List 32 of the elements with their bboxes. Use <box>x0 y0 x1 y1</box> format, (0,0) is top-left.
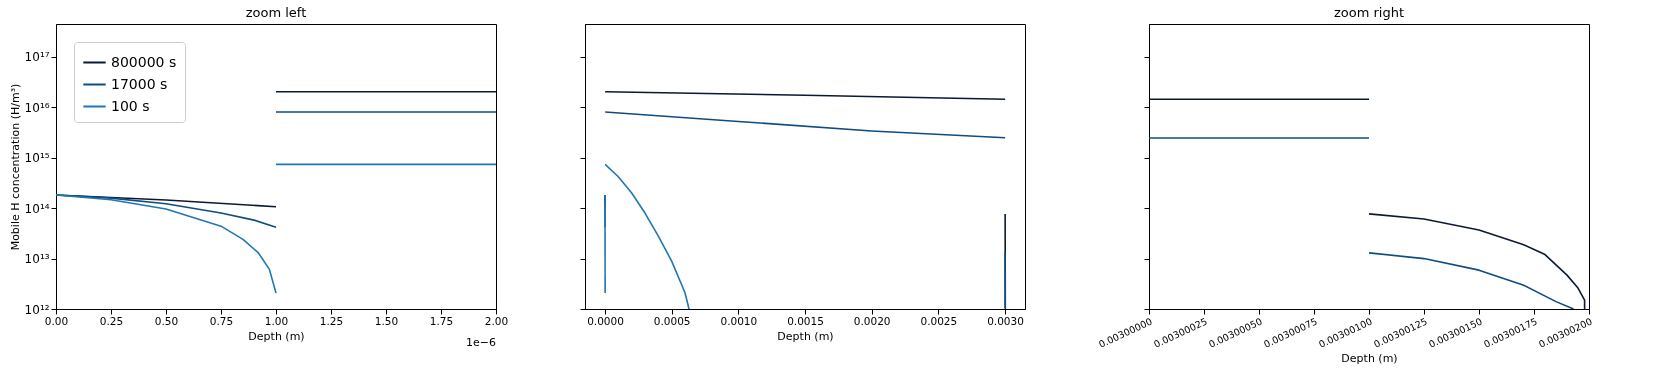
x-axis-title: Depth (m) <box>777 330 834 343</box>
legend-label: 800000 s <box>111 53 177 70</box>
x-tick-label: 0.50 <box>154 314 179 327</box>
y-tick-label: 10¹³ <box>24 252 50 267</box>
y-axis-title: Mobile H concentration (H/m³) <box>8 83 22 251</box>
chart-title: zoom left <box>245 5 307 20</box>
x-tick-label: 1.00 <box>264 314 289 327</box>
y-tick-label: 10¹⁶ <box>24 100 50 115</box>
x-tick-label: 0.0025 <box>920 314 958 327</box>
legend-label: 17000 s <box>111 75 168 92</box>
x-axis-title: Depth (m) <box>1341 352 1398 366</box>
x-tick-label: 0.0020 <box>853 314 891 327</box>
x-tick-label: 1.50 <box>374 314 399 327</box>
y-tick-label: 10¹⁷ <box>24 50 50 65</box>
x-tick-label: 0.0030 <box>987 314 1024 327</box>
x-tick-label: 0.0015 <box>787 314 824 327</box>
text: 1e−6 <box>466 336 496 349</box>
x-axis-title: Depth (m) <box>248 330 305 343</box>
chart-title: zoom right <box>1333 5 1405 20</box>
y-tick-label: 10¹⁴ <box>24 201 50 216</box>
x-tick-label: 2.00 <box>484 314 509 327</box>
y-tick-label: 10¹⁵ <box>24 151 50 166</box>
y-tick-label: 10¹² <box>24 302 50 317</box>
x-tick-label: 0.0005 <box>653 314 691 327</box>
x-tick-label: 1.25 <box>319 314 344 327</box>
legend-label: 100 s <box>111 97 150 114</box>
x-tick-label: 0.25 <box>99 314 124 327</box>
x-tick-label: 0.00 <box>44 314 69 327</box>
x-tick-label: 0.0000 <box>587 314 624 327</box>
x-tick-label: 0.0010 <box>720 314 758 327</box>
x-tick-label: 1.75 <box>429 314 454 327</box>
x-tick-label: 0.75 <box>209 314 234 327</box>
